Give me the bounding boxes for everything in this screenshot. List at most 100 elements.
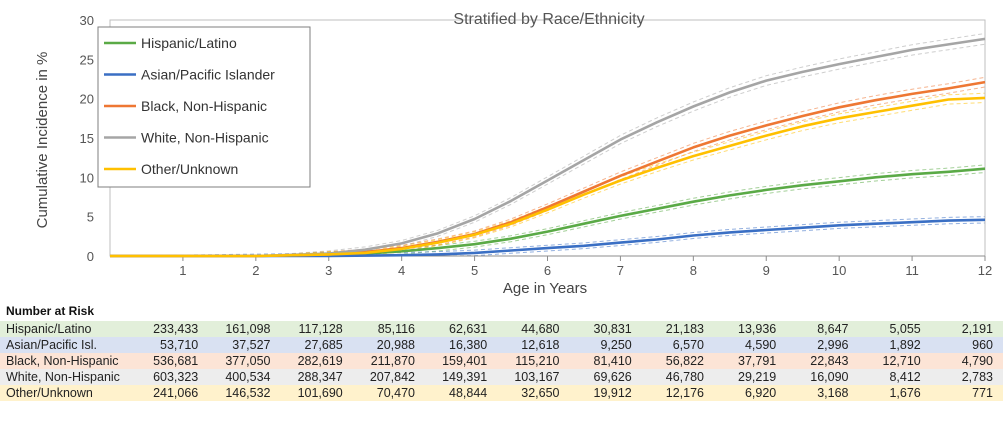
legend-label: Asian/Pacific Islander — [141, 67, 275, 83]
risk-row: Black, Non-Hispanic 536,681 377,050 282,619… — [0, 353, 1003, 369]
risk-row-label: Black, Non-Hispanic — [6, 354, 119, 368]
legend: Hispanic/Latino Asian/Pacific Islander Bla… — [97, 26, 311, 188]
risk-cell: 44,680 — [521, 322, 560, 336]
risk-cell: 81,410 — [593, 354, 632, 368]
x-axis-label: Age in Years — [503, 280, 587, 297]
risk-cell: 46,780 — [665, 370, 704, 384]
x-tick-label: 1 — [179, 263, 186, 278]
risk-cell: 5,055 — [889, 322, 921, 336]
risk-cell: 4,590 — [744, 338, 777, 352]
risk-cell: 1,892 — [889, 338, 921, 352]
legend-label: White, Non-Hispanic — [141, 130, 269, 146]
risk-cell: 146,532 — [225, 386, 271, 400]
risk-row-label: Other/Unknown — [6, 386, 93, 400]
risk-row: Asian/Pacific Isl. 53,710 37,527 27,685 20,9… — [0, 337, 1003, 353]
risk-cell: 159,401 — [442, 354, 488, 368]
confidence-band-asian-pacific-islander — [109, 216, 986, 257]
risk-cell: 960 — [972, 338, 993, 352]
risk-cell: 30,831 — [593, 322, 632, 336]
x-tick-label: 10 — [832, 263, 846, 278]
y-tick-label: 0 — [87, 249, 94, 264]
risk-row: White, Non-Hispanic 603,323 400,534 288,347… — [0, 369, 1003, 385]
y-tick-label: 10 — [80, 170, 94, 185]
y-tick-label: 20 — [80, 92, 94, 107]
risk-row: Hispanic/Latino 233,433 161,098 117,128 85,1… — [0, 321, 1003, 337]
x-tick-label: 7 — [617, 263, 624, 278]
risk-cell: 70,470 — [376, 386, 415, 400]
risk-cell: 771 — [972, 386, 993, 400]
risk-cell: 20,988 — [376, 338, 415, 352]
x-tick-label: 3 — [325, 263, 332, 278]
risk-cell: 536,681 — [153, 354, 199, 368]
x-tick-label: 9 — [763, 263, 770, 278]
risk-cell: 288,347 — [297, 370, 343, 384]
risk-cell: 37,527 — [232, 338, 271, 352]
series-line-other-unknown — [110, 96, 986, 258]
series-lines — [110, 37, 986, 258]
x-tick-label: 11 — [905, 263, 919, 278]
risk-cell: 53,710 — [160, 338, 199, 352]
x-tick-label: 12 — [978, 263, 992, 278]
risk-cell: 56,822 — [665, 354, 704, 368]
x-tick-label: 4 — [398, 263, 405, 278]
risk-cell: 8,412 — [889, 370, 921, 384]
risk-cell: 282,619 — [297, 354, 343, 368]
risk-cell: 62,631 — [449, 322, 488, 336]
risk-row-label: Asian/Pacific Isl. — [6, 338, 98, 352]
legend-label: Hispanic/Latino — [141, 35, 237, 51]
risk-cell: 12,710 — [882, 354, 921, 368]
series-line-asian-pacific-islander — [110, 218, 986, 258]
risk-cell: 12,618 — [521, 338, 560, 352]
risk-cell: 117,128 — [298, 322, 343, 336]
risk-cell: 2,783 — [961, 370, 993, 384]
risk-cell: 233,433 — [153, 322, 199, 336]
risk-cell: 3,168 — [817, 386, 849, 400]
risk-row: Other/Unknown 241,066 146,532 101,690 70,470… — [0, 385, 1003, 401]
chart-title: Stratified by Race/Ethnicity — [453, 11, 644, 28]
risk-cell: 103,167 — [514, 370, 560, 384]
chart-area: 0 5 10 15 20 25 30 1 2 3 4 5 6 7 8 9 10 11 12 Stratified b… — [34, 11, 993, 297]
risk-cell: 16,090 — [810, 370, 849, 384]
series-line-white-non-hispanic — [110, 37, 986, 258]
risk-cell: 37,791 — [738, 354, 777, 368]
risk-cell: 161,098 — [225, 322, 271, 336]
risk-table-title: Number at Risk — [6, 304, 95, 318]
x-tick-label: 8 — [690, 263, 697, 278]
legend-label: Black, Non-Hispanic — [141, 98, 267, 114]
risk-cell: 29,219 — [738, 370, 777, 384]
risk-cell: 32,650 — [521, 386, 560, 400]
x-tick-label: 5 — [471, 263, 478, 278]
risk-cell: 400,534 — [225, 370, 271, 384]
risk-cell: 48,844 — [449, 386, 488, 400]
risk-cell: 377,050 — [225, 354, 271, 368]
risk-row-label: Hispanic/Latino — [6, 322, 92, 336]
risk-cell: 9,250 — [600, 338, 632, 352]
risk-cell: 207,842 — [369, 370, 415, 384]
risk-cell: 603,323 — [153, 370, 199, 384]
confidence-band-white-non-hispanic — [110, 33, 986, 257]
x-tick-label: 2 — [252, 263, 259, 278]
y-axis-label: Cumulative Incidence in % — [34, 52, 51, 229]
y-tick-label: 25 — [80, 52, 94, 67]
risk-cell: 6,570 — [672, 338, 704, 352]
y-tick-label: 5 — [87, 210, 94, 225]
risk-cell: 2,996 — [817, 338, 849, 352]
risk-cell: 211,870 — [370, 354, 415, 368]
risk-cell: 19,912 — [593, 386, 632, 400]
legend-label: Other/Unknown — [141, 161, 238, 177]
risk-row-label: White, Non-Hispanic — [6, 370, 120, 384]
risk-cell: 22,843 — [810, 354, 849, 368]
risk-cell: 115,210 — [515, 354, 560, 368]
risk-cell: 16,380 — [449, 338, 488, 352]
risk-cell: 13,936 — [738, 322, 777, 336]
risk-cell: 2,191 — [961, 322, 993, 336]
risk-cell: 4,790 — [961, 354, 993, 368]
x-tick-label: 6 — [544, 263, 551, 278]
risk-cell: 21,183 — [665, 322, 704, 336]
y-tick-label: 30 — [80, 13, 94, 28]
risk-table: Hispanic/Latino 233,433 161,098 117,128 85,1… — [0, 321, 1003, 401]
risk-cell: 6,920 — [744, 386, 777, 400]
confidence-band-asian-pacific-islander — [110, 222, 986, 257]
